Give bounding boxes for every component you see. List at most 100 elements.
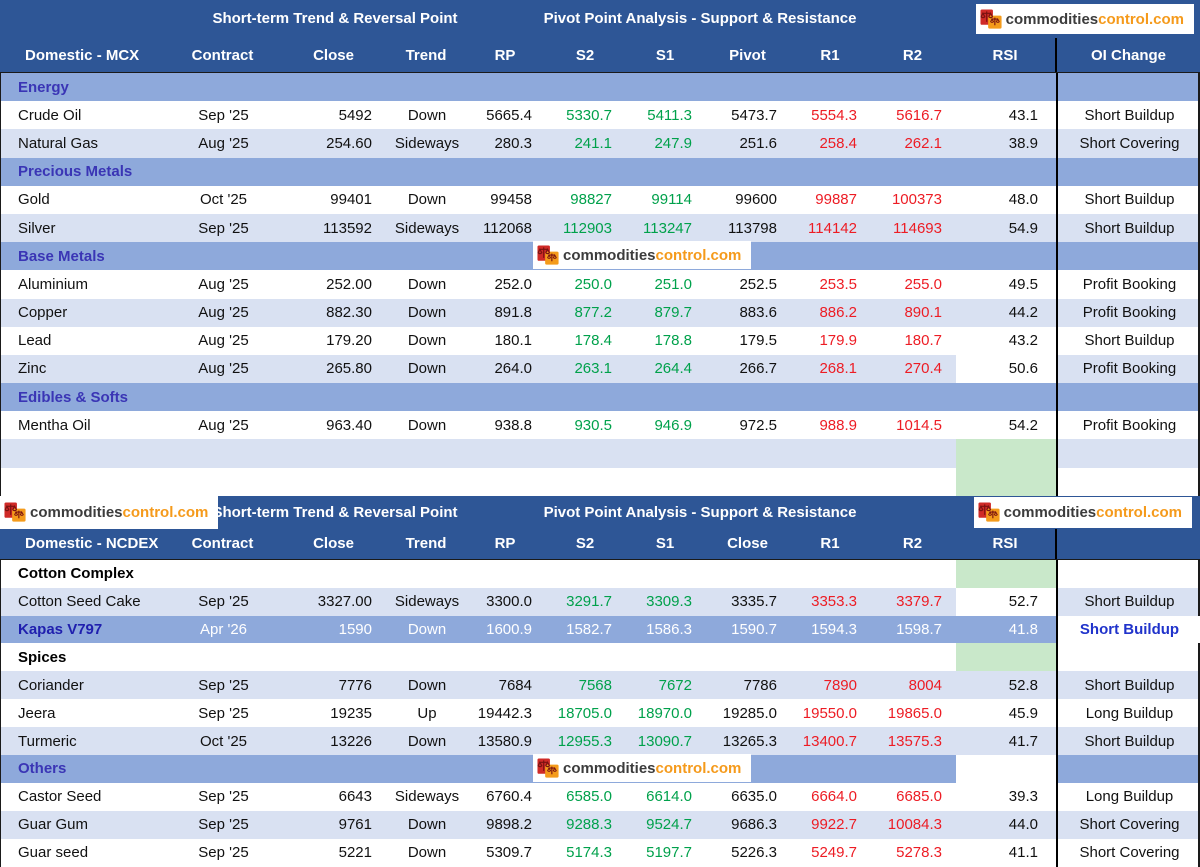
cell-contract: Aug '25 <box>198 360 249 378</box>
column-header-close: Close <box>313 46 354 64</box>
cell-s1: 5197.7 <box>646 844 692 862</box>
commodity-name: Lead <box>18 332 52 350</box>
watermark-logo-slot: commodities control.com <box>533 241 752 270</box>
cell-rsi: 50.6 <box>956 354 1056 384</box>
cell-s1: 178.8 <box>654 332 692 350</box>
cell-r2: 255.0 <box>904 275 942 293</box>
cell-oi-change: Profit Booking <box>1056 354 1200 384</box>
section-row: Edibles & Softs <box>1 383 1198 412</box>
cell-r2: 5616.7 <box>896 106 942 124</box>
cell-r1: 99887 <box>815 191 857 209</box>
cell-close: 963.40 <box>326 416 372 434</box>
column-header-r2: R2 <box>902 535 923 553</box>
column-header-r1: R1 <box>820 535 840 553</box>
cell-s2: 12955.3 <box>557 732 612 750</box>
cell-contract: Oct '25 <box>199 732 248 750</box>
cell-close: 6643 <box>338 788 372 806</box>
cell-rp: 891.8 <box>494 304 532 322</box>
cell-r1: 19550.0 <box>802 704 857 722</box>
table-row: Guar Gum Sep '25 9761 Down 9898.2 9288.3 9524.… <box>1 810 1198 839</box>
column-header-contract: Contract <box>191 46 254 64</box>
cell-r1: 6664.0 <box>811 788 857 806</box>
cell-r2: 8004 <box>908 676 942 694</box>
logo-word-commodities: commodities <box>563 246 656 264</box>
cell-rp: 252.0 <box>494 275 532 293</box>
column-header-rp: RP <box>494 46 516 64</box>
cell-oi-change <box>1056 439 1200 468</box>
cell-rp: 1600.9 <box>486 621 532 639</box>
column-header-rp: RP <box>494 535 516 553</box>
cell-contract: Aug '25 <box>198 416 249 434</box>
column-header-rsi: RSI <box>992 535 1018 553</box>
column-header-s2: S2 <box>575 46 595 64</box>
cell-rsi <box>956 467 1056 496</box>
cell-r2: 5278.3 <box>896 844 942 862</box>
table-row: Copper Aug '25 882.30 Down 891.8 877.2 879.7 88… <box>1 298 1198 327</box>
cell-oi-change <box>1056 467 1200 496</box>
cell-s2: 178.4 <box>574 332 612 350</box>
cell-contract: Oct '25 <box>199 191 248 209</box>
cell-rp: 6760.4 <box>486 788 532 806</box>
cell-trend: Down <box>407 191 447 209</box>
section-row: Precious Metals <box>1 157 1198 186</box>
cell-s1: 6614.0 <box>646 788 692 806</box>
cell-oi-change: Short Buildup <box>1056 101 1200 130</box>
table-row: Turmeric Oct '25 13226 Down 13580.9 12955.3 13… <box>1 727 1198 756</box>
logo-slot: commodities control.com <box>973 496 1192 528</box>
cell-r1: 5249.7 <box>811 844 857 862</box>
cell-trend: Sideways <box>394 134 460 152</box>
cell-rsi: 49.5 <box>1008 275 1038 293</box>
cell-oi-change: Long Buildup <box>1056 782 1200 811</box>
logo-slot: commodities control.com <box>975 4 1194 35</box>
cell-s2: 250.0 <box>574 275 612 293</box>
blank-cell <box>1 439 956 467</box>
cell-rsi: 41.8 <box>1008 621 1038 639</box>
cell-pivot: 13265.3 <box>722 732 777 750</box>
cell-r1: 9922.7 <box>811 816 857 834</box>
column-header-close: Close <box>313 535 354 553</box>
cell-oi-change: Profit Booking <box>1056 270 1200 299</box>
cell-pivot: 883.6 <box>739 304 777 322</box>
table2-group-header-band: Short-term Trend & Reversal Point Pivot … <box>0 495 1200 529</box>
table2-name-header: Domestic - NCDEX <box>25 535 159 553</box>
cell-s2: 3291.7 <box>566 593 612 611</box>
cell-rsi: 41.1 <box>1008 844 1038 862</box>
cell-s2: 877.2 <box>574 304 612 322</box>
commoditiescontrol-logo: commodities control.com <box>975 4 1194 34</box>
cell-s1: 264.4 <box>654 360 692 378</box>
empty-row <box>1 467 1200 496</box>
commodity-name: Crude Oil <box>18 106 82 124</box>
column-header-oi-change: OI Change <box>1055 38 1200 72</box>
cell-trend: Down <box>407 621 447 639</box>
cell-s2: 5330.7 <box>566 106 612 124</box>
cell-r2: 1014.5 <box>896 416 942 434</box>
cell-close: 5221 <box>338 844 372 862</box>
cell-r2: 180.7 <box>904 332 942 350</box>
column-header-s1: S1 <box>655 535 675 553</box>
cell-pivot: 7786 <box>743 676 777 694</box>
cell-s2: 6585.0 <box>566 788 612 806</box>
logo-word-control: control.com <box>1098 10 1184 28</box>
cell-s2: 18705.0 <box>557 704 612 722</box>
column-header-pivot: Pivot <box>729 46 766 64</box>
cell-s1: 247.9 <box>654 134 692 152</box>
cell-close: 113592 <box>323 219 372 237</box>
cell-trend: Sideways <box>394 219 460 237</box>
table-row: Mentha Oil Aug '25 963.40 Down 938.8 930.5 946… <box>1 411 1198 440</box>
cell-s1: 879.7 <box>654 304 692 322</box>
cell-trend: Down <box>407 304 447 322</box>
logo-word-control: control.com <box>655 246 742 264</box>
logo-word-commodities: commodities <box>563 759 656 777</box>
column-header-r2: R2 <box>902 46 923 64</box>
cell-r2: 890.1 <box>904 304 942 322</box>
cell-oi-change <box>1056 73 1200 102</box>
logo-word-control: control.com <box>655 759 742 777</box>
cell-contract: Aug '25 <box>198 275 249 293</box>
commodity-name: Guar seed <box>18 844 89 862</box>
cell-trend: Down <box>407 676 447 694</box>
cell-trend: Down <box>407 816 447 834</box>
cell-pivot: 1590.7 <box>731 621 777 639</box>
cell-rsi: 39.3 <box>1008 788 1038 806</box>
cell-rp: 5665.4 <box>486 106 532 124</box>
